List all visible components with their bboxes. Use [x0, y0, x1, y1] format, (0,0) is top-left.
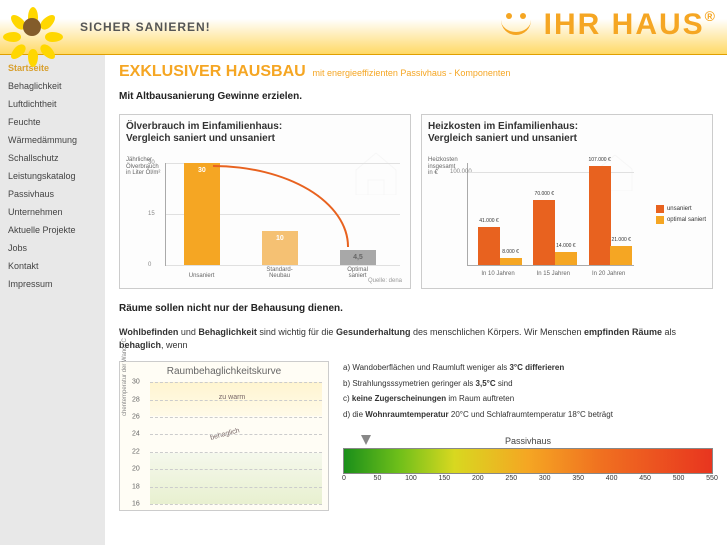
chart1-title-l1: Ölverbrauch im Einfamilienhaus: [126, 121, 282, 132]
oil-consumption-chart: Ölverbrauch im Einfamilienhaus:Vergleich… [119, 114, 411, 289]
spectrum-tick-500: 500 [673, 475, 685, 482]
nav-item-feuchte[interactable]: Feuchte [0, 113, 105, 131]
section2-text: Wohlbefinden und Behaglichkeit sind wich… [119, 326, 713, 351]
nav-item-startseite[interactable]: Startseite [0, 59, 105, 77]
chart2-bar-unsaniert-1: 70.000 € [533, 200, 555, 265]
spectrum-tick-400: 400 [606, 475, 618, 482]
criteria-a: a) Wandoberflächen und Raumluft weniger … [343, 361, 713, 375]
chart2-bar-optimal-1: 14.000 € [555, 252, 577, 265]
page-subtitle: mit energieeffizienten Passivhaus - Komp… [312, 68, 510, 78]
spectrum-tick-300: 300 [539, 475, 551, 482]
spectrum-tick-50: 50 [374, 475, 382, 482]
sunflower-logo [10, 5, 55, 50]
spectrum-tick-350: 350 [572, 475, 584, 482]
legend-optimal: optimal saniert [667, 217, 706, 223]
brand-logo: IHR HAUS® [496, 5, 717, 45]
spectrum-tick-200: 200 [472, 475, 484, 482]
spectrum-tick-550: 550 [706, 475, 718, 482]
nav-item-kontakt[interactable]: Kontakt [0, 257, 105, 275]
spectrum-tick-450: 450 [639, 475, 651, 482]
energy-spectrum: Passivhaus 05010015020025030035040045050… [343, 436, 713, 474]
section-heading-1: Mit Altbausanierung Gewinne erzielen. [119, 91, 713, 102]
chart1-title-l2: Vergleich saniert und unsaniert [126, 133, 275, 144]
chart2-legend: unsaniert optimal saniert [656, 205, 706, 227]
nav-item-luftdichtheit[interactable]: Luftdichtheit [0, 95, 105, 113]
smiley-icon [496, 5, 536, 45]
nav-item-behaglichkeit[interactable]: Behaglichkeit [0, 77, 105, 95]
nav-item-schallschutz[interactable]: Schallschutz [0, 149, 105, 167]
criteria-c: c) keine Zugerscheinungen im Raum auftre… [343, 392, 713, 406]
nav-item-aktuelle-projekte[interactable]: Aktuelle Projekte [0, 221, 105, 239]
nav-item-wärmedämmung[interactable]: Wärmedämmung [0, 131, 105, 149]
chart2-title-l2: Vergleich saniert und unsaniert [428, 133, 577, 144]
comfort-curve-chart: Raumbehaglichkeitskurve chentemperatur d… [119, 361, 329, 511]
nav-item-passivhaus[interactable]: Passivhaus [0, 185, 105, 203]
chart1-bar-2: 4,5 [340, 250, 376, 265]
chart2-bar-optimal-2: 21.000 € [610, 246, 632, 265]
tagline: SICHER SANIEREN! [80, 20, 211, 34]
criteria-list: a) Wandoberflächen und Raumluft weniger … [343, 361, 713, 421]
comfort-ylabel: chentemperatur der Wand °C [122, 338, 128, 416]
chart2-bar-unsaniert-2: 107.000 € [589, 166, 611, 265]
spectrum-tick-0: 0 [342, 475, 346, 482]
criteria-b: b) Strahlungsssymetrien geringer als 3,5… [343, 377, 713, 391]
spectrum-tick-250: 250 [505, 475, 517, 482]
chart2-bar-unsaniert-0: 41.000 € [478, 227, 500, 265]
heating-cost-chart: Heizkosten im Einfamilienhaus:Vergleich … [421, 114, 713, 289]
brand-registered: ® [705, 8, 717, 24]
legend-unsaniert: unsaniert [667, 206, 692, 212]
comfort-title: Raumbehaglichkeitskurve [124, 366, 324, 377]
spectrum-label: Passivhaus [343, 436, 713, 446]
criteria-d: d) die Wohnraumtemperatur 20°C und Schla… [343, 408, 713, 422]
nav-item-unternehmen[interactable]: Unternehmen [0, 203, 105, 221]
spectrum-tick-100: 100 [405, 475, 417, 482]
site-header: SICHER SANIEREN! IHR HAUS® [0, 0, 727, 55]
spectrum-arrow-icon [361, 435, 371, 445]
brand-name: IHR HAUS [544, 8, 705, 41]
nav-item-impressum[interactable]: Impressum [0, 275, 105, 293]
nav-item-leistungskatalog[interactable]: Leistungskatalog [0, 167, 105, 185]
spectrum-tick-150: 150 [439, 475, 451, 482]
section-heading-2: Räume sollen nicht nur der Behausung die… [119, 303, 713, 314]
chart1-ylabel: JährlicherÖlverbrauchin Liter Öl/m² [126, 157, 160, 177]
sidebar-nav: StartseiteBehaglichkeitLuftdichtheitFeuc… [0, 55, 105, 545]
page-title: EXKLUSIVER HAUSBAU [119, 63, 306, 80]
main-content: EXKLUSIVER HAUSBAU mit energieeffiziente… [105, 55, 727, 545]
chart2-bar-optimal-0: 8.000 € [500, 258, 522, 265]
chart2-title-l1: Heizkosten im Einfamilienhaus: [428, 121, 578, 132]
nav-item-jobs[interactable]: Jobs [0, 239, 105, 257]
chart1-source: Quelle: dena [368, 278, 402, 284]
